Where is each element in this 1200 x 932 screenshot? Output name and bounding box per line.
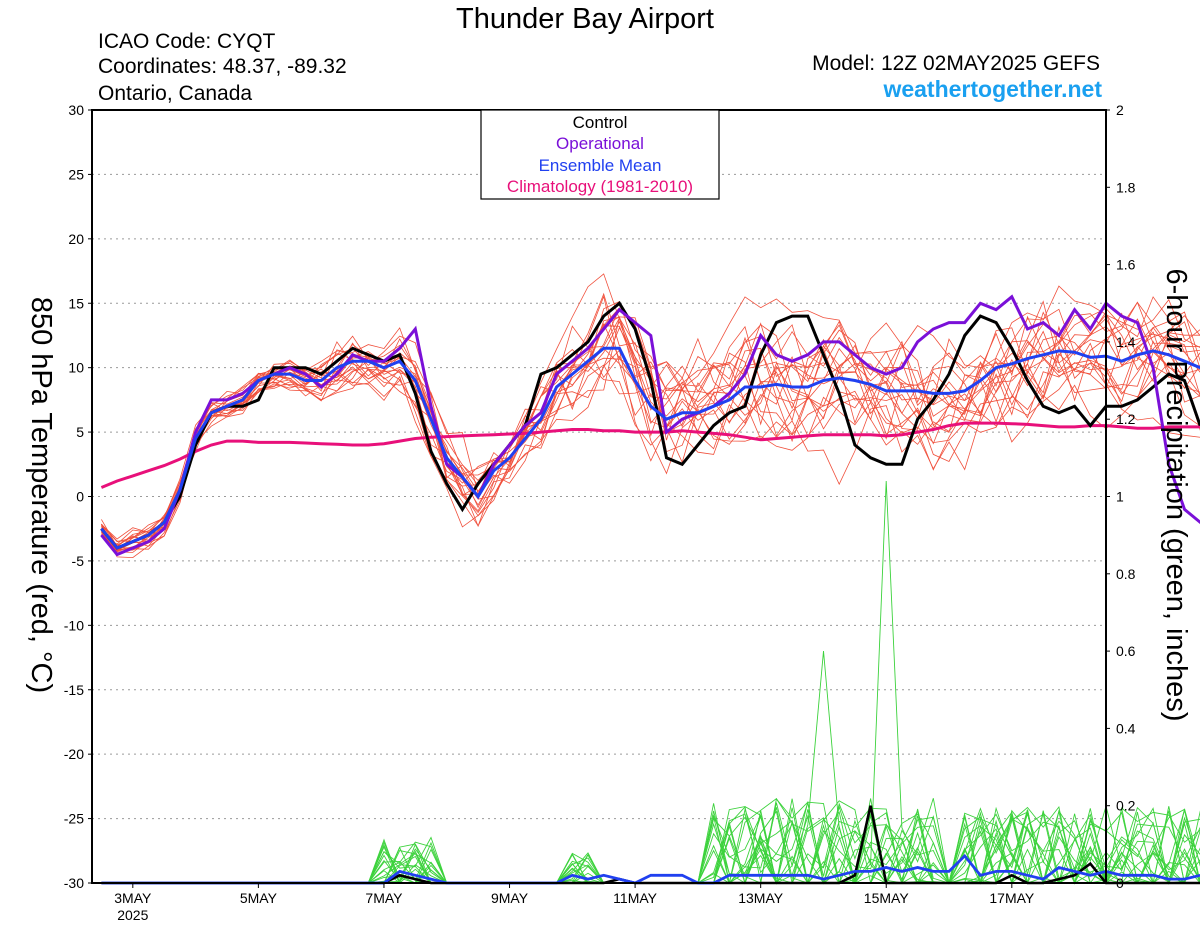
left-tick-label: 30 [68, 102, 84, 118]
right-tick-label: 1.6 [1116, 257, 1136, 273]
left-tick-label: 0 [76, 489, 84, 505]
precip-member-line [101, 802, 1200, 885]
right-tick-label: 1 [1116, 489, 1124, 505]
mean-temp-line [100, 346, 1200, 550]
x-tick-label: 17MAY [989, 890, 1035, 906]
mean-precip-line [101, 853, 1200, 885]
right-tick-label: 0.2 [1116, 798, 1136, 814]
x-tick-label: 13MAY [738, 890, 784, 906]
left-tick-label: -25 [64, 811, 84, 827]
left-tick-label: 20 [68, 231, 84, 247]
temp-member-line [101, 301, 1200, 547]
coordinates: Coordinates: 48.37, -89.32 [98, 55, 347, 78]
control-temp-line [100, 301, 1200, 550]
precip-member-line [101, 809, 1200, 885]
main-series [100, 294, 1200, 885]
left-tick-label: 15 [68, 295, 84, 311]
x-tick-label: 3MAY [114, 890, 152, 906]
right-axis-label: 6-hour Precipitation (green, inches) [1160, 269, 1192, 722]
temp-member-line [101, 312, 1200, 553]
legend-box [480, 109, 720, 200]
temp-member-line [101, 301, 1200, 546]
left-tick-label: -15 [64, 682, 84, 698]
x-tick-label: 15MAY [864, 890, 910, 906]
precip-member-line [101, 480, 1200, 885]
legend: Control Operational Ensemble Mean Climat… [480, 109, 720, 200]
left-tick-label: -30 [64, 875, 84, 891]
gridlines [92, 173, 1106, 820]
temp-member-line [101, 307, 1200, 553]
left-tick-label: 25 [68, 166, 84, 182]
temp-member-line [101, 326, 1200, 552]
right-tick-label: 1.4 [1116, 334, 1136, 350]
climatology-line [100, 421, 1200, 489]
precip-members [101, 480, 1200, 885]
x-tick-label: 7MAY [365, 890, 403, 906]
right-tick-label: 0.8 [1116, 566, 1136, 582]
temp-members [101, 273, 1200, 559]
legend-operational: Operational [556, 134, 644, 153]
right-tick-label: 2 [1116, 102, 1124, 118]
temp-member-line [101, 342, 1200, 550]
left-tick-label: 10 [68, 360, 84, 376]
temp-member-line [101, 325, 1200, 551]
left-tick-label: 5 [76, 424, 84, 440]
region: Ontario, Canada [98, 82, 252, 105]
left-tick-label: -10 [64, 617, 84, 633]
left-axis-label: 850 hPa Temperature (red, °C) [25, 297, 57, 693]
axes: 302520151050-5-10-15-20-25-3021.81.61.41… [64, 102, 1136, 923]
site-link[interactable]: weathertogether.net [882, 76, 1102, 102]
right-tick-label: 1.2 [1116, 411, 1136, 427]
temp-member-line [101, 322, 1200, 549]
temp-member-line [101, 285, 1200, 552]
x-tick-label: 5MAY [240, 890, 278, 906]
chart-title: Thunder Bay Airport [456, 3, 714, 35]
legend-control: Control [573, 113, 628, 132]
right-tick-label: 0.6 [1116, 643, 1136, 659]
icao-code: ICAO Code: CYQT [98, 30, 276, 53]
x-tick-year: 2025 [117, 907, 148, 923]
right-tick-label: 0 [1116, 875, 1124, 891]
x-tick-label: 11MAY [613, 890, 657, 906]
legend-ensemble-mean: Ensemble Mean [539, 156, 662, 175]
model-run: Model: 12Z 02MAY2025 GEFS [812, 52, 1100, 75]
left-tick-label: -20 [64, 746, 84, 762]
precip-member-line [101, 800, 1200, 885]
right-tick-label: 1.8 [1116, 179, 1136, 195]
operational-temp-line [100, 294, 1200, 557]
plot-frame [91, 109, 1107, 884]
temp-member-line [101, 320, 1200, 551]
left-tick-label: -5 [72, 553, 85, 569]
x-tick-label: 9MAY [491, 890, 529, 906]
temp-member-line [101, 310, 1200, 548]
right-tick-label: 0.4 [1116, 720, 1136, 736]
legend-climatology: Climatology (1981-2010) [507, 177, 693, 196]
